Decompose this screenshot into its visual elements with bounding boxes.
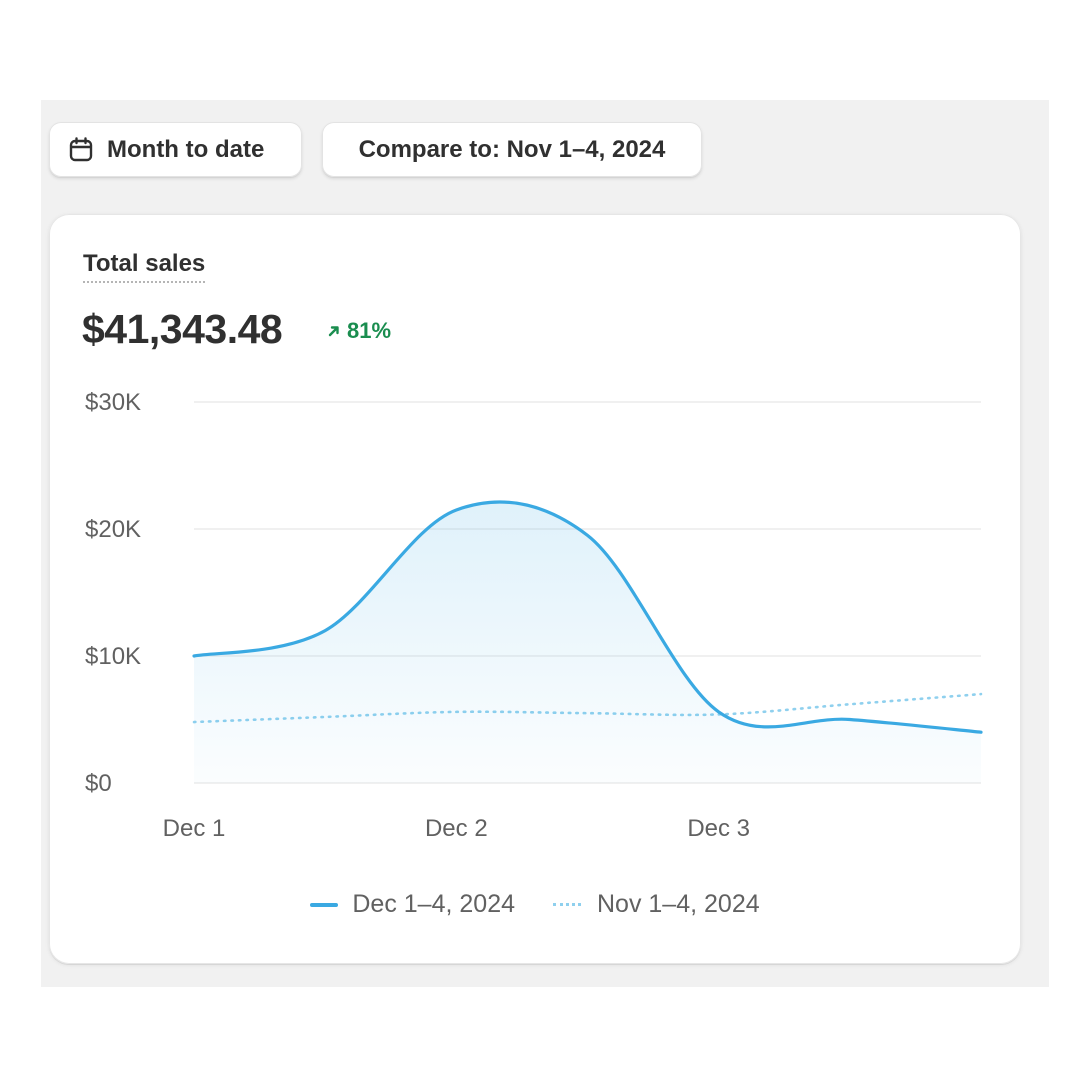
x-tick-label: Dec 1 (163, 815, 226, 842)
date-range-button[interactable]: Month to date (49, 122, 302, 177)
x-tick-label: Dec 3 (687, 815, 750, 842)
compare-label: Compare to: Nov 1–4, 2024 (358, 135, 666, 163)
chart-legend: Dec 1–4, 2024 Nov 1–4, 2024 (49, 890, 1021, 919)
total-sales-card: Total sales $41,343.48 81% $0 $10K $20K $30… (49, 214, 1021, 964)
series-area-current (194, 502, 981, 783)
legend-item-comparison[interactable]: Nov 1–4, 2024 (553, 890, 760, 919)
dashboard-panel: Month to date Compare to: Nov 1–4, 2024 … (41, 100, 1049, 987)
legend-swatch-current (310, 902, 339, 907)
sales-line-chart[interactable]: $0 $10K $20K $30K Dec 1 Dec 2 Dec 3 (49, 214, 1021, 874)
arrow-up-right-icon (328, 326, 339, 337)
y-tick-label: $10K (85, 643, 141, 670)
legend-swatch-comparison (553, 903, 581, 906)
x-tick-label: Dec 2 (425, 815, 488, 842)
metric-value: $41,343.48 (82, 306, 283, 352)
y-tick-label: $20K (85, 516, 141, 543)
series-line-current[interactable] (192, 500, 983, 734)
legend-label-comparison: Nov 1–4, 2024 (597, 890, 760, 918)
legend-item-current[interactable]: Dec 1–4, 2024 (310, 890, 515, 919)
y-tick-label: $30K (85, 389, 141, 416)
metric-title[interactable]: Total sales (83, 250, 206, 283)
date-range-label: Month to date (107, 135, 265, 163)
calendar-icon (69, 136, 93, 161)
legend-label-current: Dec 1–4, 2024 (352, 890, 515, 918)
metric-change-value: 81% (347, 318, 392, 343)
compare-button[interactable]: Compare to: Nov 1–4, 2024 (322, 122, 702, 177)
metric-change-badge: 81% (327, 318, 391, 344)
y-tick-label: $0 (85, 770, 112, 797)
